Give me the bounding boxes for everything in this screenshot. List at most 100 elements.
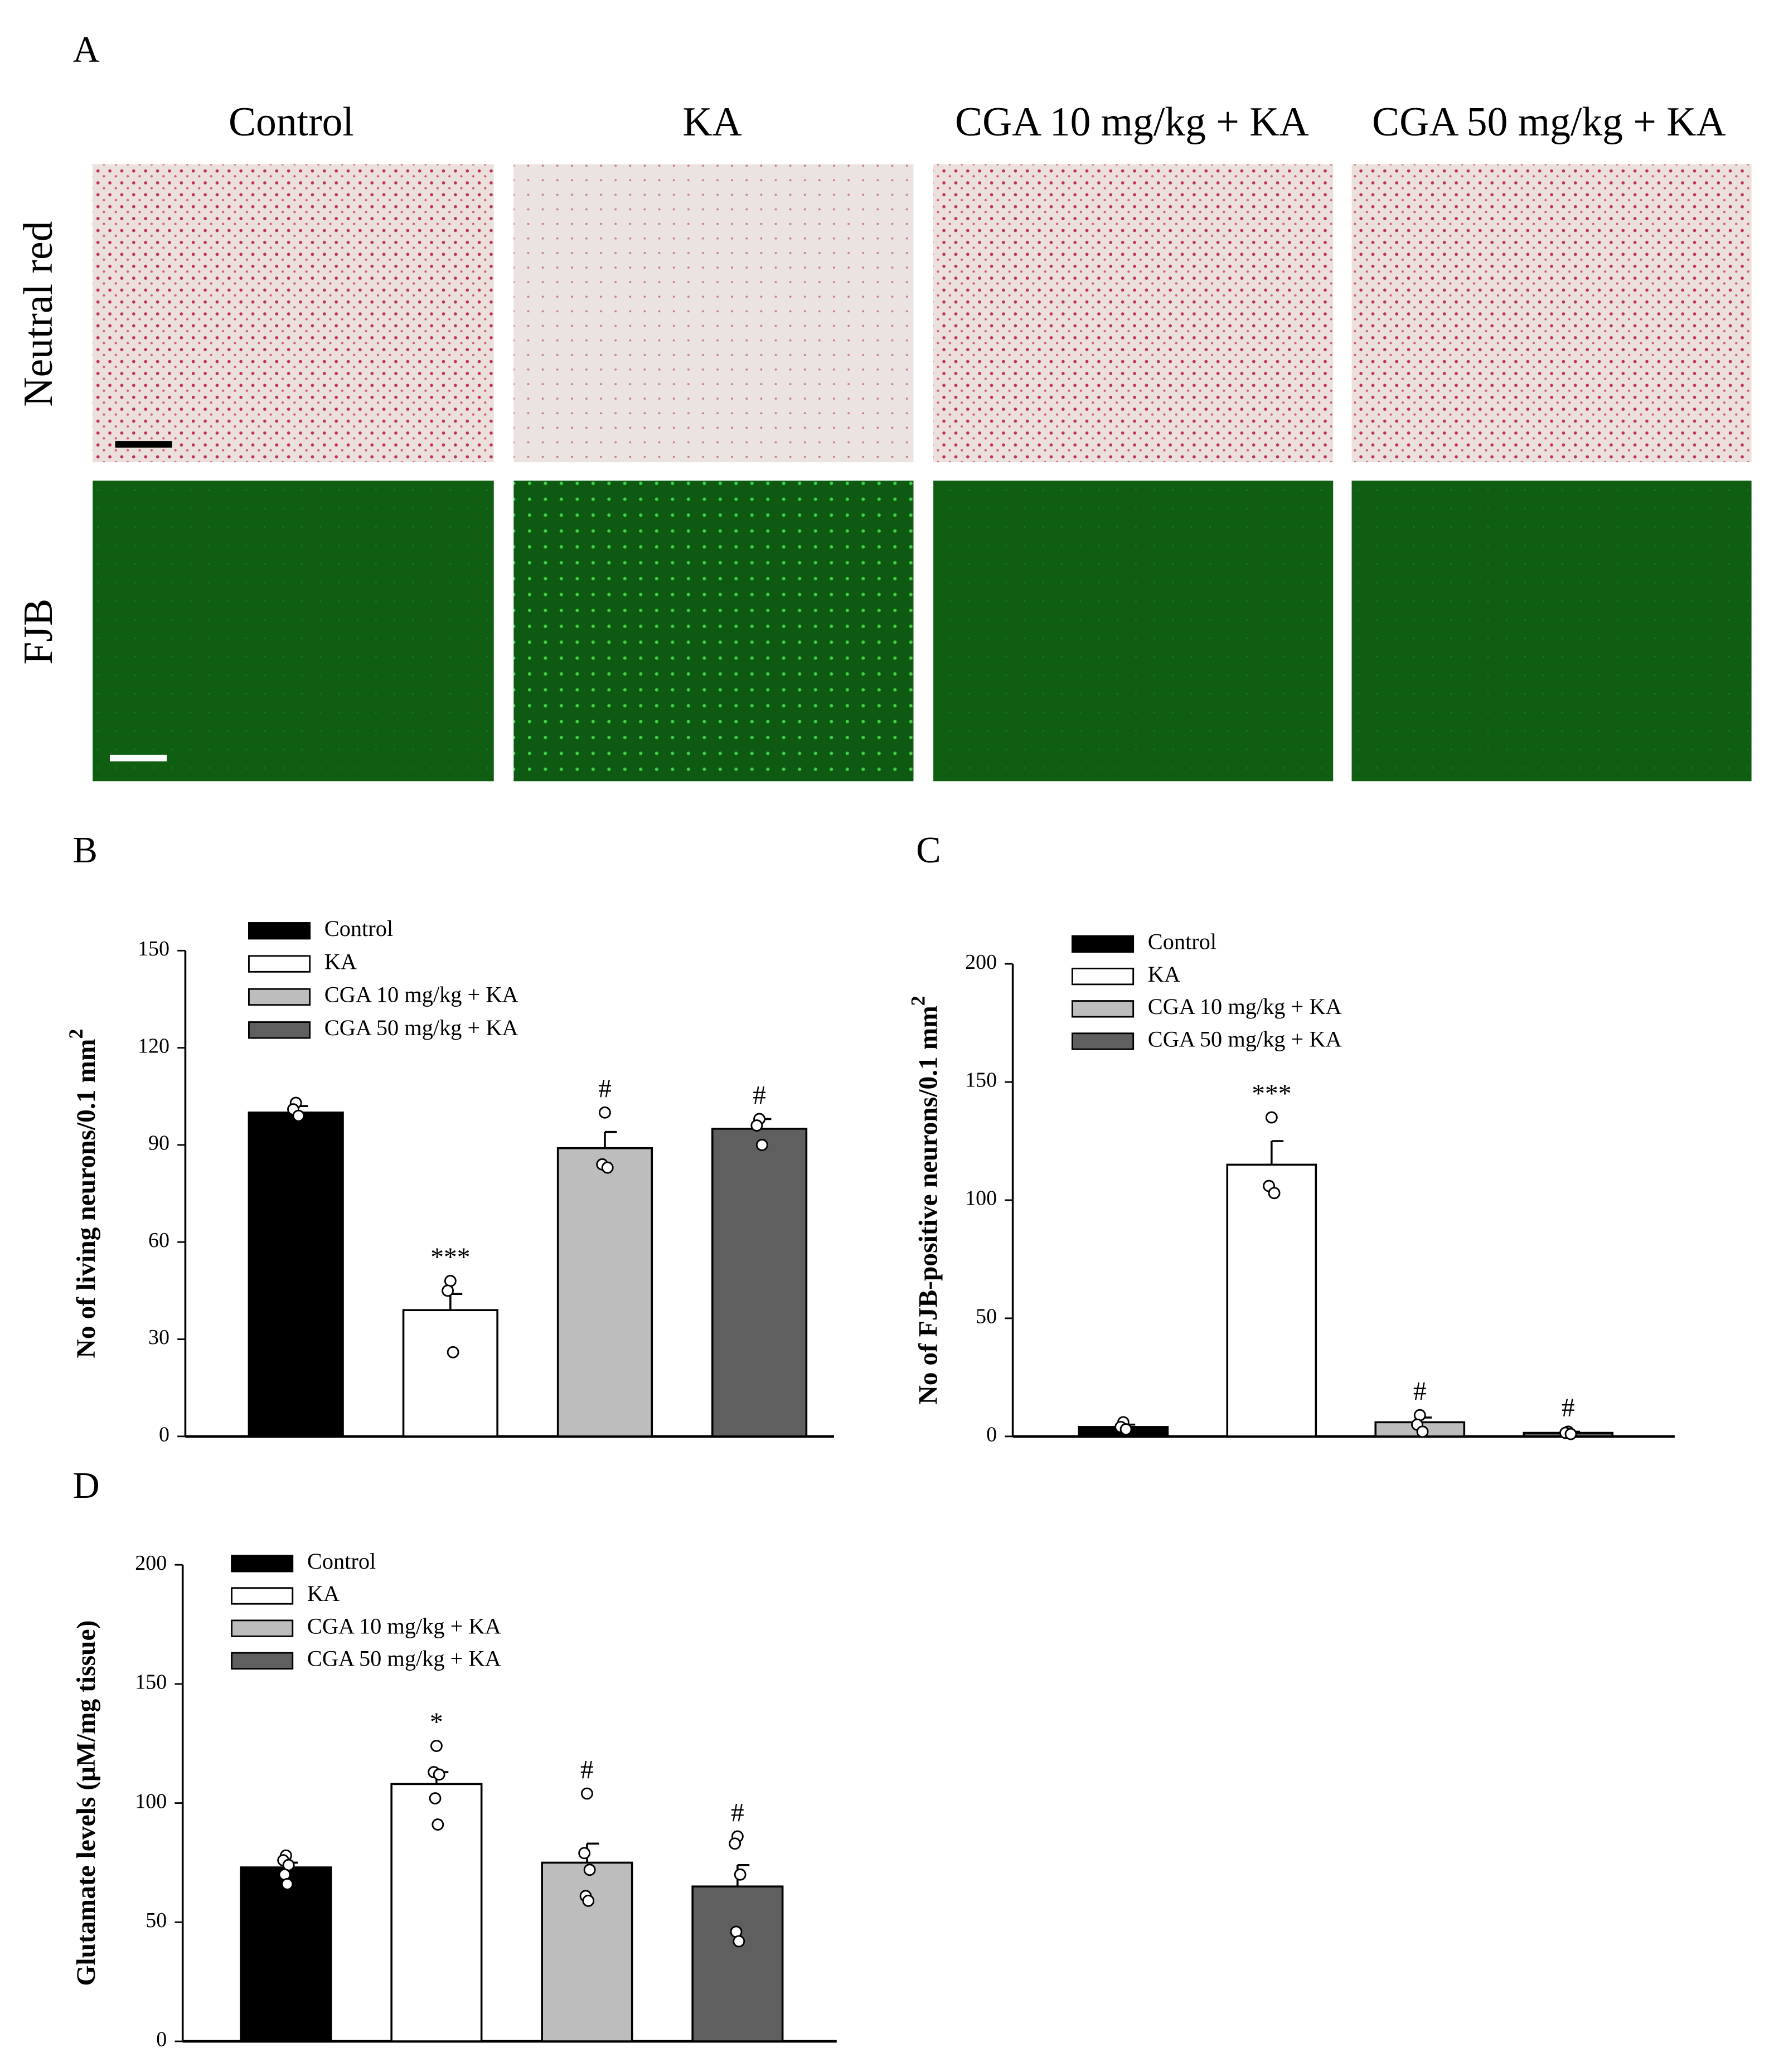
y-axis-label-text: Glutamate levels (μM/mg tissue): [72, 1620, 101, 1986]
micrograph: [1351, 481, 1752, 782]
column-title: CGA 10 mg/kg + KA: [955, 99, 1309, 144]
y-tick-label: 50: [146, 1909, 167, 1932]
legend-swatch: [1072, 1032, 1135, 1050]
column-title: KA: [682, 99, 741, 144]
legend-swatch: [1072, 1000, 1135, 1018]
data-point: [750, 1119, 763, 1132]
y-axis-label-sup: 2: [65, 1029, 87, 1039]
micrograph: [933, 164, 1334, 463]
legend-swatch: [248, 1021, 311, 1039]
data-point: [733, 1935, 745, 1948]
y-tick-label: 150: [138, 937, 169, 960]
y-tick-label: 0: [156, 2028, 167, 2051]
panel-a: A Control KA CGA 10 mg/kg + KA CGA 50 mg…: [15, 30, 1752, 782]
data-point: [729, 1837, 741, 1850]
y-axis-label: No of FJB-positive neurons/0.1 mm2: [907, 996, 943, 1404]
column-title: Control: [229, 99, 354, 144]
y-tick-label: 120: [138, 1034, 169, 1057]
data-point: [578, 1847, 591, 1860]
data-point: [1265, 1111, 1278, 1124]
y-tick-label: 0: [986, 1423, 997, 1447]
legend-label: Control: [324, 916, 393, 941]
y-tick-label: 0: [159, 1423, 169, 1447]
row-label: FJB: [15, 599, 61, 665]
bar-chart: C No of FJB-positive neurons/0.1 mm2 0 50 10…: [907, 830, 1675, 1447]
y-tick-label: 60: [148, 1229, 169, 1252]
bar-chart: D Glutamate levels (μM/mg tissue) 0 50 100 15…: [72, 1466, 837, 2051]
data-point: [1416, 1425, 1429, 1438]
y-tick-label: 150: [965, 1069, 997, 1092]
legend-label: Control: [307, 1549, 376, 1574]
data-point: [580, 1787, 593, 1800]
data-point: [599, 1106, 611, 1119]
y-tick-label: 30: [148, 1326, 169, 1349]
legend-swatch: [1072, 967, 1135, 986]
bar: [240, 1866, 332, 2042]
y-tick-label: 200: [135, 1551, 167, 1575]
data-point: [582, 1894, 595, 1907]
micrograph: [513, 164, 914, 463]
significance-label: #: [1562, 1394, 1575, 1423]
micrograph: [93, 164, 494, 463]
bar-chart: B No of living neurons/0.1 mm2 0 30 60 90 120 1…: [65, 830, 835, 1447]
significance-label: #: [1413, 1377, 1427, 1406]
legend-label: Control: [1148, 929, 1216, 954]
bar: [541, 1861, 633, 2042]
data-point: [1119, 1423, 1132, 1436]
data-point: [444, 1275, 457, 1287]
data-point: [601, 1161, 614, 1174]
scale-bar: [115, 441, 172, 448]
legend-label: KA: [324, 949, 357, 974]
micrograph: [1351, 164, 1752, 463]
bar: [1226, 1163, 1317, 1438]
significance-label: #: [731, 1798, 744, 1827]
data-point: [292, 1109, 305, 1122]
legend-label: CGA 50 mg/kg + KA: [324, 1015, 518, 1040]
column-title: CGA 50 mg/kg + KA: [1372, 99, 1726, 144]
data-point: [447, 1346, 459, 1358]
data-point: [429, 1792, 442, 1804]
significance-label: #: [598, 1075, 612, 1104]
legend-swatch: [248, 955, 311, 973]
data-point: [432, 1818, 444, 1831]
scale-bar: [110, 754, 167, 761]
bar: [691, 1885, 784, 2042]
significance-label: *: [430, 1708, 443, 1737]
y-axis-label-text: No of living neurons/0.1 mm: [72, 1039, 101, 1358]
y-tick-label: 200: [965, 950, 997, 974]
significance-label: ***: [1252, 1080, 1291, 1109]
legend-swatch: [231, 1555, 294, 1573]
legend-swatch: [231, 1652, 294, 1670]
legend-swatch: [231, 1619, 294, 1637]
data-point: [1564, 1428, 1577, 1440]
data-point: [430, 1740, 443, 1752]
y-axis-label: Glutamate levels (μM/mg tissue): [72, 1620, 101, 1986]
significance-label: #: [580, 1755, 594, 1784]
data-point: [433, 1768, 445, 1781]
y-tick-label: 150: [135, 1671, 167, 1694]
y-axis-label-sup: 2: [907, 996, 929, 1006]
data-point: [281, 1878, 294, 1890]
micrograph: [93, 481, 494, 782]
micrograph: [933, 481, 1334, 782]
panel-label: D: [73, 1466, 100, 1506]
data-point: [583, 1864, 596, 1876]
bar: [711, 1128, 808, 1438]
legend-label: CGA 10 mg/kg + KA: [307, 1613, 501, 1638]
data-point: [442, 1284, 454, 1297]
y-axis-label: No of living neurons/0.1 mm2: [65, 1029, 101, 1358]
micrograph: [513, 481, 914, 782]
data-point: [734, 1868, 747, 1881]
legend-swatch: [1072, 935, 1135, 953]
legend-label: CGA 50 mg/kg + KA: [307, 1646, 501, 1671]
bar: [248, 1112, 344, 1438]
legend-label: KA: [1148, 962, 1180, 987]
y-axis-label-text: No of FJB-positive neurons/0.1 mm: [914, 1006, 943, 1404]
legend-swatch: [231, 1587, 294, 1605]
significance-label: ***: [430, 1243, 470, 1272]
legend-label: KA: [307, 1581, 340, 1606]
legend-swatch: [248, 922, 311, 940]
bar: [556, 1147, 653, 1438]
panel-label: A: [73, 30, 100, 70]
